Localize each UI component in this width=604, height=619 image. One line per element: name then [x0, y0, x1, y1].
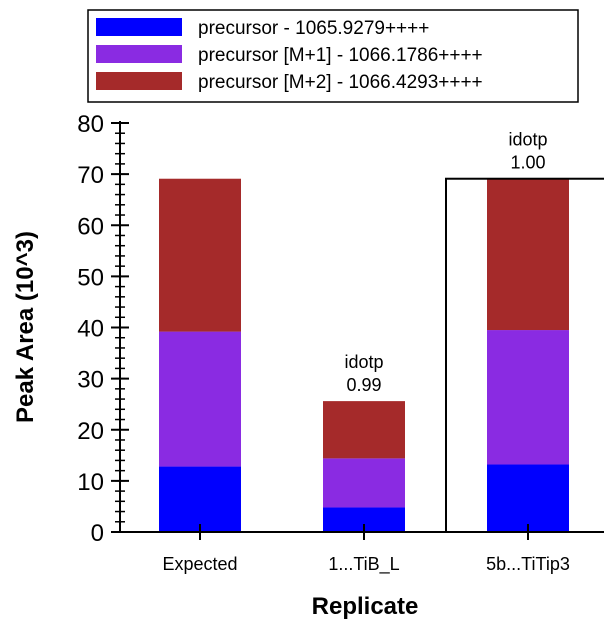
bar-segment — [159, 466, 241, 532]
y-tick-label: 40 — [77, 316, 104, 343]
bar-annotation: idotp — [508, 130, 547, 150]
axes: 0 10 20 30 40 50 60 70 80 Expected 1...TiB_L 5b...T… — [77, 111, 604, 575]
bar-segment — [159, 178, 241, 332]
x-tick-label: 1...TiB_L — [328, 554, 399, 575]
legend-swatch — [96, 45, 182, 63]
y-tick-label: 20 — [77, 418, 104, 445]
bar-annotation: 0.99 — [346, 375, 381, 395]
legend-swatch — [96, 72, 182, 90]
y-tick-label: 30 — [77, 367, 104, 394]
x-tick-label: Expected — [162, 554, 237, 574]
y-tick-label: 70 — [77, 162, 104, 189]
y-axis-title: Peak Area (10^3) — [12, 231, 39, 423]
legend: precursor - 1065.9279++++ precursor [M+1]… — [87, 9, 579, 103]
bar-segment — [159, 331, 241, 467]
bar-annotation: idotp — [344, 352, 383, 372]
bars — [159, 177, 604, 533]
legend-label: precursor - 1065.9279++++ — [198, 18, 429, 39]
x-axis-title: Replicate — [312, 593, 419, 619]
x-tick-label: 5b...TiTip3 — [486, 554, 570, 574]
y-tick-label: 50 — [77, 264, 104, 291]
y-tick-label: 80 — [77, 111, 104, 138]
legend-label: precursor [M+2] - 1066.4293++++ — [198, 72, 483, 93]
legend-swatch — [96, 18, 182, 36]
annotations: idotp 0.99 idotp 1.00 — [344, 130, 547, 395]
y-tick-label: 0 — [91, 520, 104, 547]
bar-segment — [323, 458, 405, 508]
bar-segment — [487, 464, 569, 532]
bar-segment — [487, 330, 569, 465]
bar-segment — [323, 401, 405, 459]
y-tick-label: 10 — [77, 469, 104, 496]
legend-label: precursor [M+1] - 1066.1786++++ — [198, 45, 483, 66]
y-tick-label: 60 — [77, 213, 104, 240]
bar-annotation: 1.00 — [510, 153, 545, 173]
bar-segment — [487, 178, 569, 331]
